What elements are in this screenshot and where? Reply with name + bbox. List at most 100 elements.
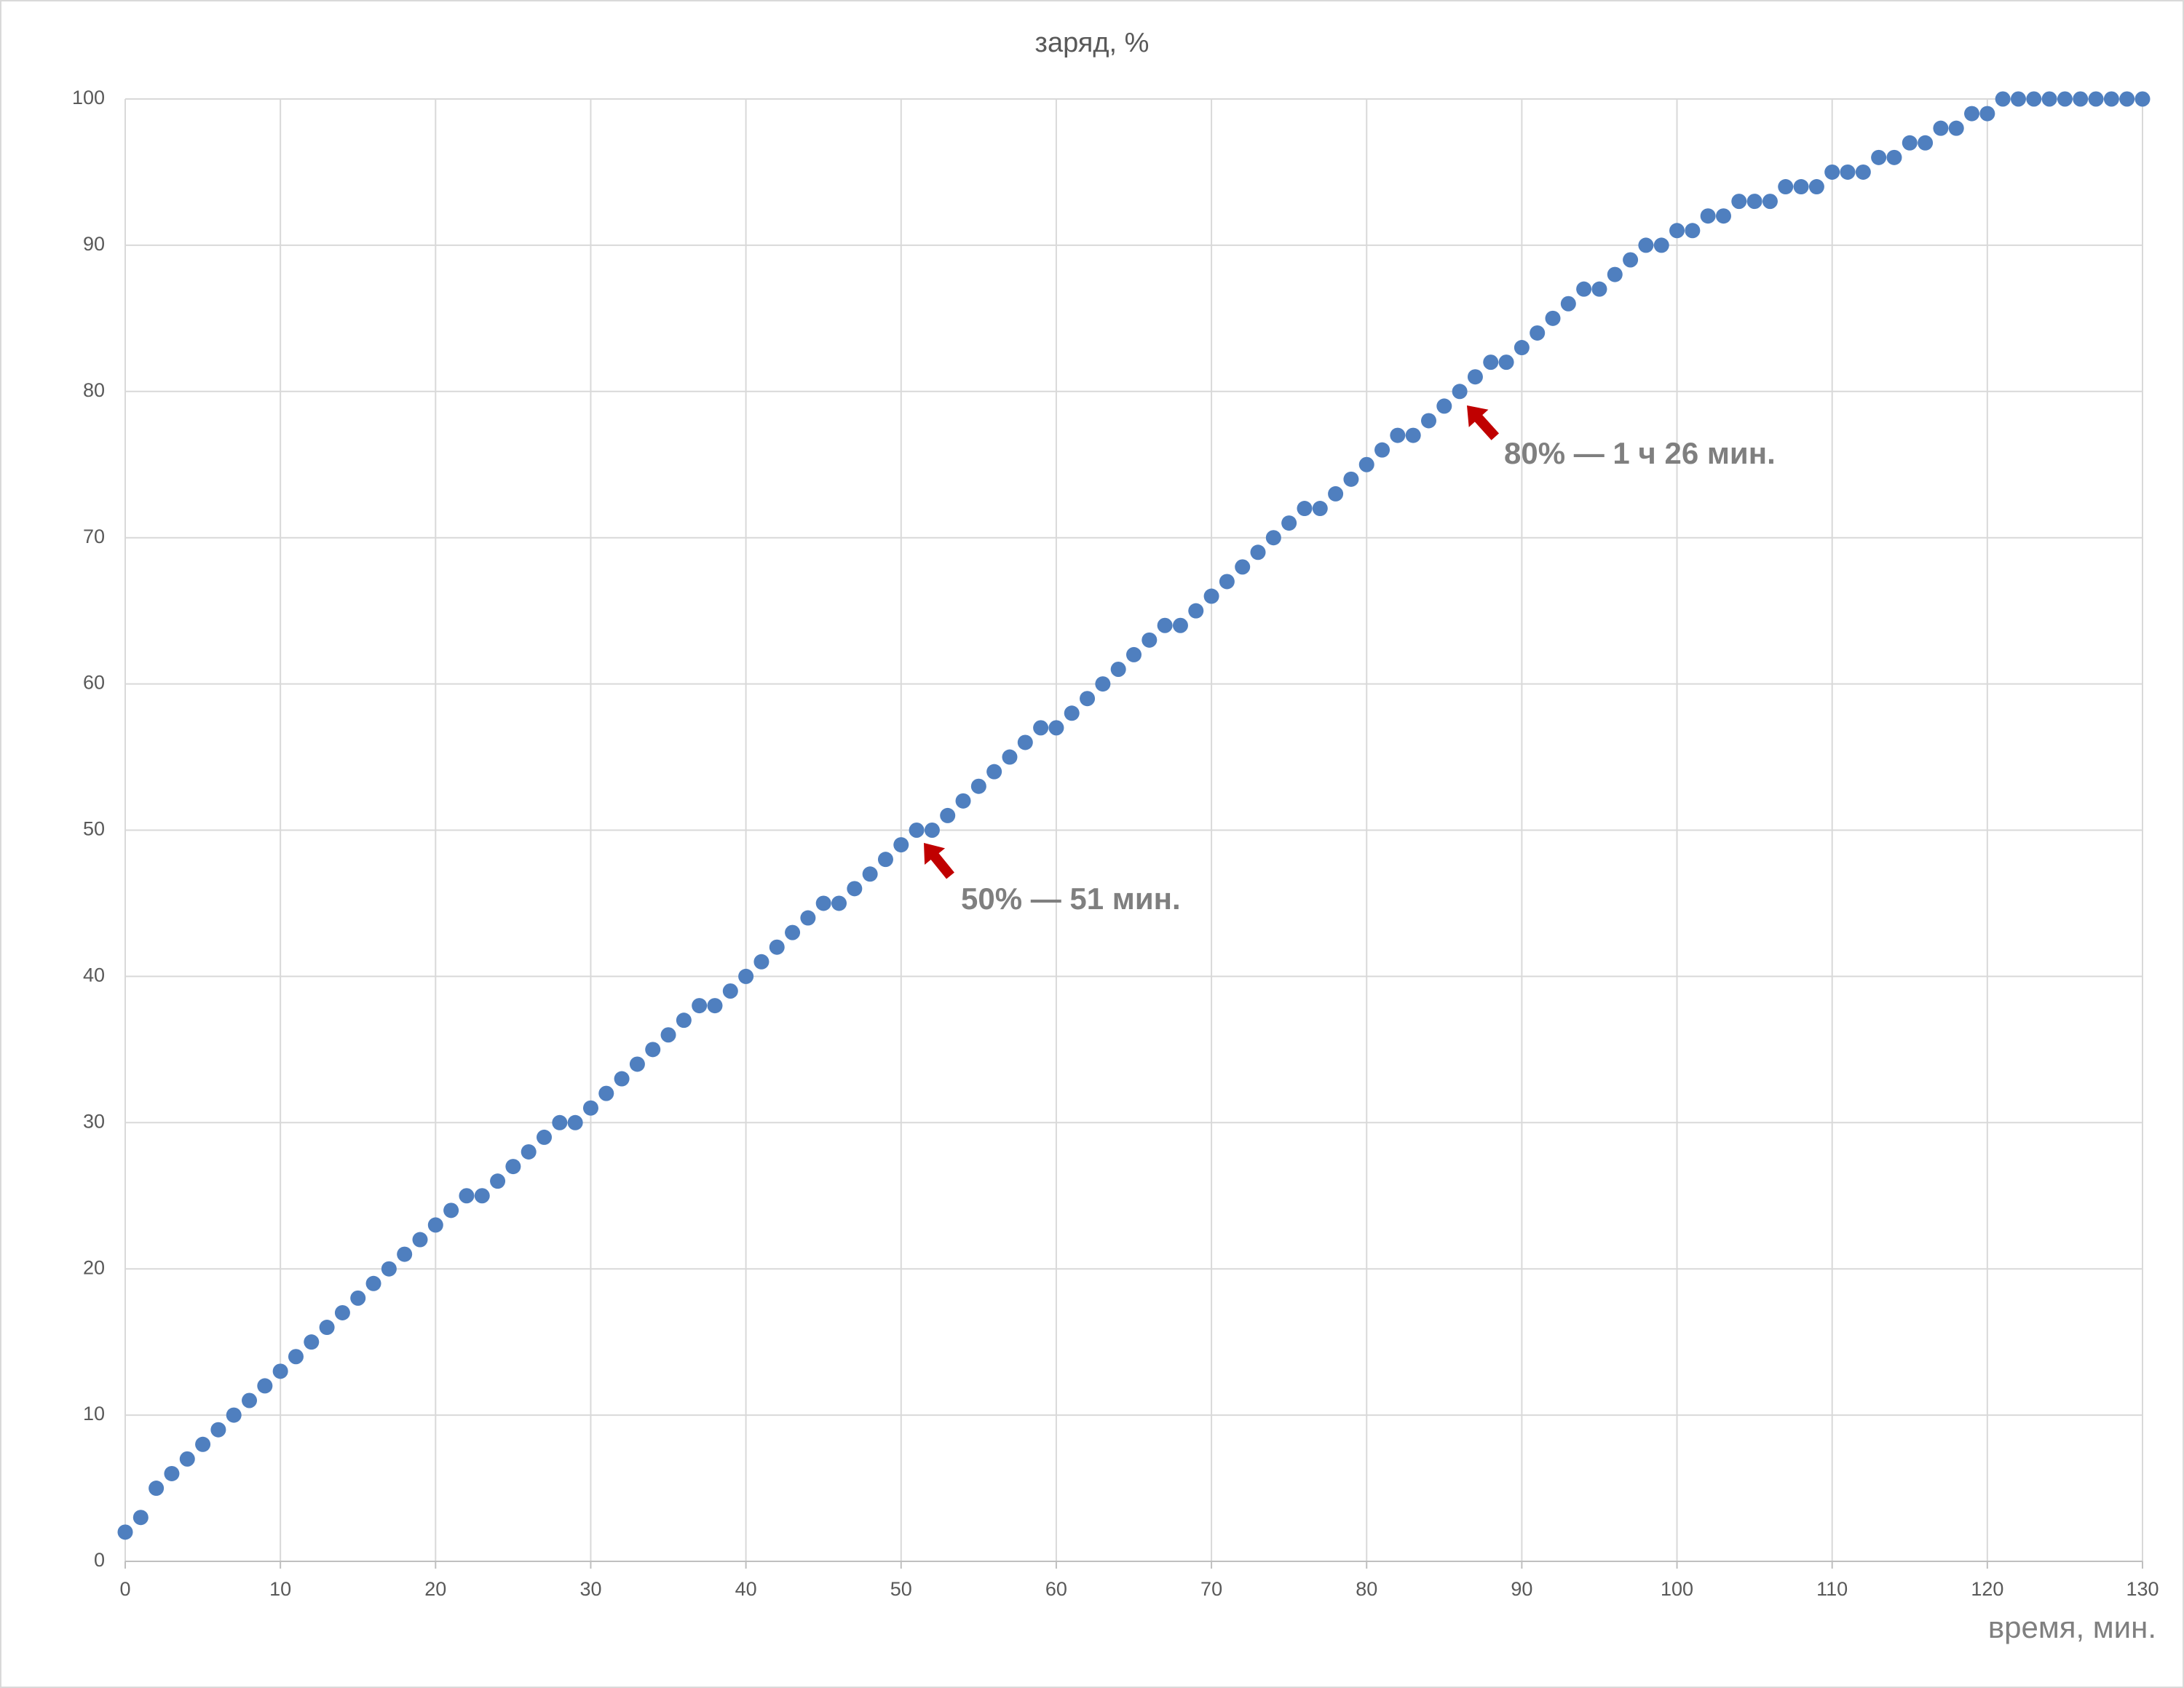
point (1048, 720, 1064, 736)
point (847, 881, 863, 897)
point (1715, 208, 1731, 224)
point (1002, 749, 1018, 765)
point (1762, 194, 1778, 210)
point (1545, 310, 1561, 326)
point (1731, 194, 1747, 210)
point (893, 837, 909, 853)
marks (117, 91, 2151, 1540)
point (1530, 325, 1546, 341)
point (132, 1510, 149, 1526)
point (552, 1114, 568, 1130)
x-tick-label: 30 (579, 1578, 601, 1600)
point (692, 998, 708, 1014)
point (1824, 164, 1840, 180)
point (1095, 676, 1111, 692)
point (1979, 106, 1995, 122)
point (815, 895, 831, 911)
point (1623, 252, 1639, 268)
point (1964, 106, 1980, 122)
y-tick-label: 80 (83, 379, 105, 401)
point (909, 823, 925, 838)
point (1653, 237, 1669, 253)
point (521, 1144, 537, 1160)
point (257, 1378, 273, 1394)
point (986, 764, 1002, 780)
point (1250, 544, 1266, 560)
point (1203, 588, 1219, 604)
point (195, 1436, 211, 1452)
point (117, 1524, 133, 1540)
point (1746, 194, 1762, 210)
point (1467, 369, 1483, 385)
point (381, 1261, 397, 1277)
point (1374, 442, 1390, 458)
point (2073, 91, 2089, 107)
point (226, 1407, 242, 1423)
y-tick-label: 30 (83, 1110, 105, 1132)
point (769, 939, 785, 955)
x-tick-label: 130 (2126, 1578, 2159, 1600)
point (940, 807, 956, 823)
y-tick-label: 10 (83, 1403, 105, 1425)
chart-title: заряд, % (1035, 28, 1150, 58)
point (319, 1320, 335, 1336)
point (1808, 179, 1824, 195)
point (831, 895, 847, 911)
point (1700, 208, 1716, 224)
point (1871, 149, 1887, 165)
point (955, 793, 971, 809)
point (877, 852, 893, 868)
x-axis-label: время, мин. (1988, 1610, 2156, 1644)
point (1142, 632, 1158, 648)
point (1498, 354, 1514, 371)
x-tick-label: 120 (1971, 1578, 2003, 1600)
annotation: 50% — 51 мин. (961, 881, 1181, 916)
y-tick-label: 70 (83, 526, 105, 547)
point (1855, 164, 1871, 180)
x-tick-label: 50 (890, 1578, 912, 1600)
point (1483, 354, 1499, 371)
annotation: 80% — 1 ч 26 мин. (1504, 436, 1776, 470)
y-tick-label: 50 (83, 818, 105, 840)
y-tick-label: 20 (83, 1256, 105, 1278)
point (179, 1451, 195, 1467)
x-tick-label: 70 (1200, 1578, 1222, 1600)
point (2103, 91, 2119, 107)
point (537, 1129, 553, 1145)
point (427, 1217, 443, 1233)
point (1017, 734, 1033, 750)
point (365, 1275, 381, 1291)
point (164, 1465, 180, 1481)
point (800, 910, 816, 926)
point (1157, 617, 1173, 633)
y-tick-label: 60 (83, 672, 105, 694)
point (1514, 340, 1530, 356)
point (1110, 662, 1126, 678)
point (272, 1363, 288, 1379)
point (1172, 617, 1188, 633)
annotation-arrow (924, 843, 954, 879)
point (1297, 501, 1313, 517)
point (753, 954, 769, 970)
point (2119, 91, 2135, 107)
point (1669, 223, 1685, 239)
point (1576, 281, 1592, 297)
point (1886, 149, 1902, 165)
point (645, 1042, 661, 1058)
point (1188, 603, 1204, 619)
point (334, 1304, 350, 1320)
point (2010, 91, 2026, 107)
point (474, 1188, 490, 1204)
point (1436, 398, 1452, 414)
point (722, 983, 738, 999)
x-tick-label: 100 (1661, 1578, 1693, 1600)
point (2026, 91, 2042, 107)
point (1933, 120, 1949, 136)
x-tick-label: 60 (1045, 1578, 1067, 1600)
point (614, 1071, 630, 1087)
point (1080, 691, 1096, 707)
y-tick-label: 0 (94, 1549, 105, 1571)
point (2134, 91, 2151, 107)
point (1560, 296, 1576, 312)
x-tick-label: 20 (424, 1578, 446, 1600)
